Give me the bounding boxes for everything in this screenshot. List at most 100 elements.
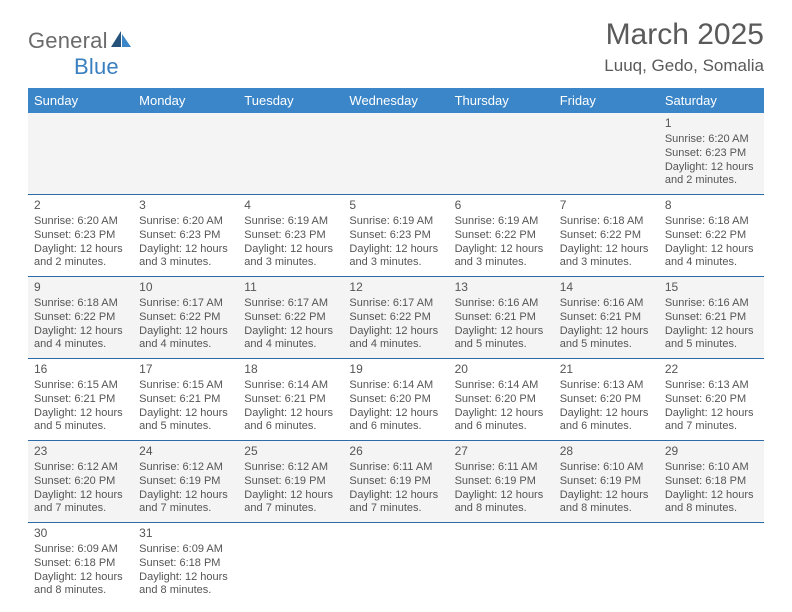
daylight-text: and 8 minutes. [560, 502, 653, 516]
calendar-day-cell: 19Sunrise: 6:14 AMSunset: 6:20 PMDayligh… [343, 359, 448, 441]
day-number: 17 [139, 362, 232, 377]
daylight-text: and 8 minutes. [455, 502, 548, 516]
daylight-text: Daylight: 12 hours [560, 489, 653, 503]
calendar-day-cell: 25Sunrise: 6:12 AMSunset: 6:19 PMDayligh… [238, 441, 343, 523]
sunrise-text: Sunrise: 6:09 AM [34, 543, 127, 557]
daylight-text: and 6 minutes. [349, 420, 442, 434]
daylight-text: and 6 minutes. [560, 420, 653, 434]
day-number: 25 [244, 444, 337, 459]
daylight-text: and 3 minutes. [139, 256, 232, 270]
sunset-text: Sunset: 6:21 PM [34, 393, 127, 407]
sunrise-text: Sunrise: 6:14 AM [455, 379, 548, 393]
calendar-day-cell: 24Sunrise: 6:12 AMSunset: 6:19 PMDayligh… [133, 441, 238, 523]
sunset-text: Sunset: 6:19 PM [455, 475, 548, 489]
sunrise-text: Sunrise: 6:16 AM [455, 297, 548, 311]
sunrise-text: Sunrise: 6:20 AM [665, 133, 758, 147]
daylight-text: and 4 minutes. [244, 338, 337, 352]
title-block: March 2025 Luuq, Gedo, Somalia [604, 18, 764, 76]
calendar-day-cell: 27Sunrise: 6:11 AMSunset: 6:19 PMDayligh… [449, 441, 554, 523]
day-number: 4 [244, 198, 337, 213]
daylight-text: and 7 minutes. [244, 502, 337, 516]
daylight-text: and 5 minutes. [560, 338, 653, 352]
location: Luuq, Gedo, Somalia [604, 56, 764, 76]
calendar-day-cell: 17Sunrise: 6:15 AMSunset: 6:21 PMDayligh… [133, 359, 238, 441]
sunset-text: Sunset: 6:20 PM [560, 393, 653, 407]
daylight-text: and 4 minutes. [665, 256, 758, 270]
calendar-day-cell: 26Sunrise: 6:11 AMSunset: 6:19 PMDayligh… [343, 441, 448, 523]
daylight-text: Daylight: 12 hours [665, 161, 758, 175]
sunrise-text: Sunrise: 6:17 AM [244, 297, 337, 311]
sunset-text: Sunset: 6:22 PM [244, 311, 337, 325]
sunset-text: Sunset: 6:23 PM [349, 229, 442, 243]
calendar-body: 1Sunrise: 6:20 AMSunset: 6:23 PMDaylight… [28, 113, 764, 604]
daylight-text: and 3 minutes. [349, 256, 442, 270]
sunset-text: Sunset: 6:19 PM [139, 475, 232, 489]
sunrise-text: Sunrise: 6:13 AM [560, 379, 653, 393]
daylight-text: Daylight: 12 hours [455, 489, 548, 503]
sunrise-text: Sunrise: 6:17 AM [349, 297, 442, 311]
daylight-text: and 5 minutes. [665, 338, 758, 352]
daylight-text: and 6 minutes. [244, 420, 337, 434]
day-number: 21 [560, 362, 653, 377]
daylight-text: Daylight: 12 hours [665, 489, 758, 503]
daylight-text: Daylight: 12 hours [139, 407, 232, 421]
day-number: 10 [139, 280, 232, 295]
sunrise-text: Sunrise: 6:18 AM [34, 297, 127, 311]
daylight-text: Daylight: 12 hours [244, 407, 337, 421]
daylight-text: Daylight: 12 hours [34, 571, 127, 585]
sunrise-text: Sunrise: 6:10 AM [665, 461, 758, 475]
calendar-day-cell: 2Sunrise: 6:20 AMSunset: 6:23 PMDaylight… [28, 195, 133, 277]
sunrise-text: Sunrise: 6:18 AM [560, 215, 653, 229]
calendar-day-cell: 8Sunrise: 6:18 AMSunset: 6:22 PMDaylight… [659, 195, 764, 277]
day-number: 29 [665, 444, 758, 459]
sunset-text: Sunset: 6:19 PM [349, 475, 442, 489]
daylight-text: Daylight: 12 hours [139, 571, 232, 585]
weekday-header: Wednesday [343, 88, 448, 113]
sunrise-text: Sunrise: 6:18 AM [665, 215, 758, 229]
day-number: 18 [244, 362, 337, 377]
logo-blue: Blue [74, 54, 119, 79]
weekday-header: Monday [133, 88, 238, 113]
sunset-text: Sunset: 6:23 PM [34, 229, 127, 243]
calendar-week-row: 23Sunrise: 6:12 AMSunset: 6:20 PMDayligh… [28, 441, 764, 523]
calendar-day-cell: 11Sunrise: 6:17 AMSunset: 6:22 PMDayligh… [238, 277, 343, 359]
calendar-day-cell: 7Sunrise: 6:18 AMSunset: 6:22 PMDaylight… [554, 195, 659, 277]
calendar-day-cell: 12Sunrise: 6:17 AMSunset: 6:22 PMDayligh… [343, 277, 448, 359]
daylight-text: Daylight: 12 hours [244, 243, 337, 257]
sunset-text: Sunset: 6:23 PM [665, 147, 758, 161]
daylight-text: Daylight: 12 hours [349, 325, 442, 339]
weekday-header: Friday [554, 88, 659, 113]
sunset-text: Sunset: 6:22 PM [349, 311, 442, 325]
calendar-table: Sunday Monday Tuesday Wednesday Thursday… [28, 88, 764, 604]
calendar-day-cell [343, 523, 448, 605]
logo-general: General [28, 28, 108, 53]
sunrise-text: Sunrise: 6:13 AM [665, 379, 758, 393]
sunrise-text: Sunrise: 6:17 AM [139, 297, 232, 311]
daylight-text: Daylight: 12 hours [34, 407, 127, 421]
day-number: 24 [139, 444, 232, 459]
calendar-day-cell: 31Sunrise: 6:09 AMSunset: 6:18 PMDayligh… [133, 523, 238, 605]
weekday-header: Tuesday [238, 88, 343, 113]
sunrise-text: Sunrise: 6:11 AM [349, 461, 442, 475]
daylight-text: and 6 minutes. [455, 420, 548, 434]
month-title: March 2025 [604, 18, 764, 52]
calendar-day-cell: 14Sunrise: 6:16 AMSunset: 6:21 PMDayligh… [554, 277, 659, 359]
calendar-day-cell [659, 523, 764, 605]
daylight-text: and 4 minutes. [34, 338, 127, 352]
calendar-day-cell: 4Sunrise: 6:19 AMSunset: 6:23 PMDaylight… [238, 195, 343, 277]
sunset-text: Sunset: 6:20 PM [455, 393, 548, 407]
calendar-day-cell: 23Sunrise: 6:12 AMSunset: 6:20 PMDayligh… [28, 441, 133, 523]
daylight-text: Daylight: 12 hours [139, 489, 232, 503]
calendar-day-cell: 30Sunrise: 6:09 AMSunset: 6:18 PMDayligh… [28, 523, 133, 605]
day-number: 28 [560, 444, 653, 459]
calendar-day-cell: 15Sunrise: 6:16 AMSunset: 6:21 PMDayligh… [659, 277, 764, 359]
daylight-text: Daylight: 12 hours [560, 243, 653, 257]
daylight-text: Daylight: 12 hours [244, 489, 337, 503]
sunset-text: Sunset: 6:21 PM [139, 393, 232, 407]
sunset-text: Sunset: 6:22 PM [455, 229, 548, 243]
sunset-text: Sunset: 6:22 PM [139, 311, 232, 325]
sunrise-text: Sunrise: 6:14 AM [244, 379, 337, 393]
calendar-day-cell: 6Sunrise: 6:19 AMSunset: 6:22 PMDaylight… [449, 195, 554, 277]
calendar-day-cell [343, 113, 448, 195]
sunrise-text: Sunrise: 6:11 AM [455, 461, 548, 475]
